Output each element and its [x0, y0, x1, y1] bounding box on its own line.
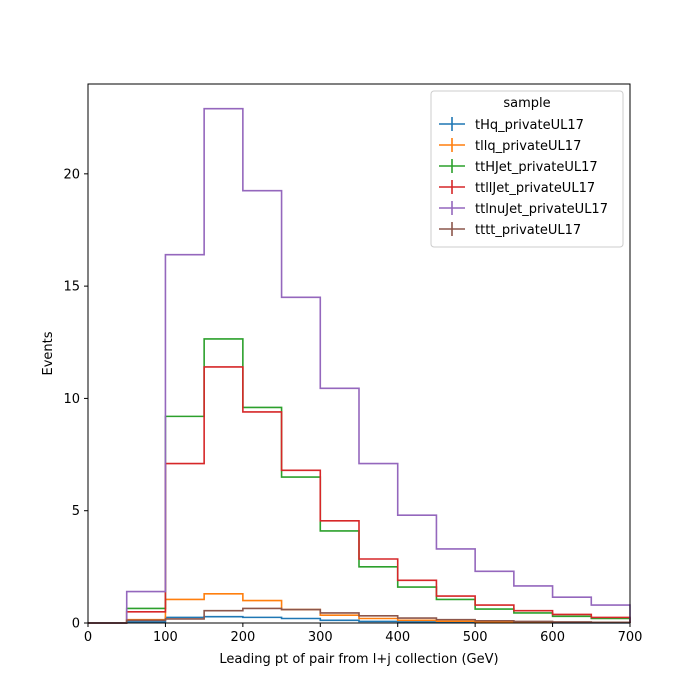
legend-items: tHq_privateUL17 tllq_privateUL17 ttHJet_pr… [439, 117, 608, 238]
y-tick-label: 10 [63, 392, 80, 407]
y-tick-label: 5 [72, 504, 80, 519]
series-group [88, 107, 631, 624]
x-tick-label: 600 [540, 630, 565, 645]
legend-title: sample [503, 96, 550, 111]
axes-frame [87, 83, 631, 624]
y-tick-label: 20 [63, 167, 80, 182]
x-axis-ticks: 0 100 200 300 400 500 600 700 [84, 623, 643, 645]
series-line-ttlnuJet_privateUL17 [88, 107, 631, 624]
series-line-tttt_privateUL17 [88, 607, 631, 624]
y-tick-label: 15 [63, 280, 80, 295]
series-line-ttllJet_privateUL17 [88, 366, 631, 624]
x-tick-label: 700 [618, 630, 643, 645]
legend-label: tttt_privateUL17 [475, 223, 581, 238]
legend-box [430, 90, 624, 248]
x-tick-label: 0 [84, 630, 92, 645]
x-tick-label: 100 [153, 630, 178, 645]
legend-label: tHq_privateUL17 [475, 118, 584, 133]
legend-label: tllq_privateUL17 [475, 139, 581, 154]
y-tick-label: 0 [72, 617, 80, 632]
legend-label: ttHJet_privateUL17 [475, 160, 598, 175]
x-tick-label: 500 [463, 630, 488, 645]
legend-label: ttlnuJet_privateUL17 [475, 202, 608, 217]
x-tick-label: 400 [385, 630, 410, 645]
y-axis-ticks: 0 5 10 15 20 [63, 167, 88, 632]
y-axis-label: Events [41, 331, 56, 375]
x-tick-label: 300 [308, 630, 333, 645]
x-axis-label: Leading pt of pair from l+j collection (… [219, 652, 498, 667]
legend-label: ttllJet_privateUL17 [475, 181, 595, 196]
x-tick-label: 200 [230, 630, 255, 645]
legend: sample tHq_privateUL17 tllq_privateUL17tt… [430, 90, 624, 248]
